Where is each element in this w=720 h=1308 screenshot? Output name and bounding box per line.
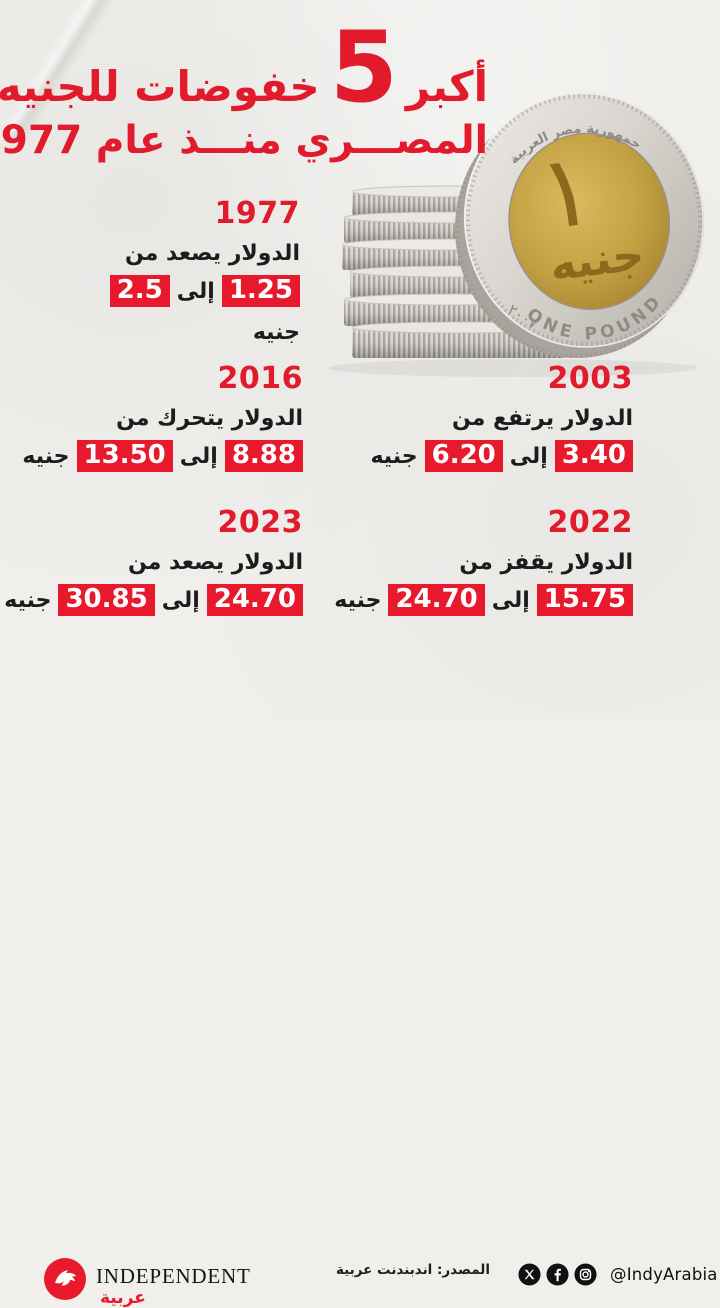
source-credit: المصدر: اندبندنت عربية bbox=[335, 1262, 491, 1278]
value-from-badge: 1.25 bbox=[221, 274, 300, 308]
event-year: 2022 bbox=[547, 505, 633, 540]
event-action: الدولار يقفز من bbox=[459, 549, 633, 575]
unit-label: جنيه bbox=[252, 320, 300, 346]
event-2023: 2023 الدولار يصعد من 24.70 إلى 30.85 جني… bbox=[4, 505, 303, 617]
event-values: 24.70 إلى 30.85 جنيه bbox=[4, 583, 303, 617]
value-from-badge: 15.75 bbox=[536, 583, 633, 617]
page-title: أكبر 5 خفوضات للجنيه المصـــري منـــذ عا… bbox=[0, 11, 488, 163]
value-to-badge: 30.85 bbox=[58, 583, 155, 617]
event-year: 1977 bbox=[214, 196, 300, 231]
to-word: إلى bbox=[176, 278, 215, 304]
brand-wordmark: INDEPENDENT bbox=[96, 1264, 251, 1288]
event-year: 2023 bbox=[217, 505, 303, 540]
unit-label: جنيه bbox=[334, 587, 382, 613]
event-action: الدولار يرتفع من bbox=[451, 405, 633, 431]
independent-logo bbox=[44, 1258, 86, 1300]
value-to-badge: 2.5 bbox=[109, 274, 170, 308]
title-line1: أكبر 5 خفوضات للجنيه bbox=[0, 11, 488, 125]
footer: INDEPENDENT عربية المصدر: اندبندنت عربية… bbox=[0, 620, 720, 1308]
title-suffix: خفوضات للجنيه bbox=[0, 62, 320, 111]
brand-arabic-wordmark: عربية bbox=[100, 1288, 146, 1308]
event-year: 2003 bbox=[547, 361, 633, 396]
to-word: إلى bbox=[509, 443, 548, 469]
instagram-icon bbox=[574, 1263, 597, 1286]
event-values: 3.40 إلى 6.20 جنيه bbox=[370, 439, 633, 473]
event-action: الدولار يتحرك من bbox=[116, 405, 303, 431]
eagle-icon bbox=[55, 1270, 77, 1286]
event-action: الدولار يصعد من bbox=[124, 240, 300, 266]
unit-label: جنيه bbox=[370, 443, 418, 469]
value-from-badge: 3.40 bbox=[554, 439, 633, 473]
value-from-badge: 8.88 bbox=[224, 439, 303, 473]
value-to-badge: 13.50 bbox=[76, 439, 173, 473]
one-pound-coin: جمهورية مصر العربية ONE POUND ١ جنيه ٢٠٠… bbox=[455, 92, 705, 359]
to-word: إلى bbox=[161, 587, 200, 613]
event-values: 15.75 إلى 24.70 جنيه bbox=[334, 583, 633, 617]
title-line2: المصـــري منـــذ عام 1977 bbox=[0, 118, 488, 163]
unit-label: جنيه bbox=[22, 443, 70, 469]
title-big-number: 5 bbox=[329, 11, 398, 125]
coin-shadow bbox=[328, 359, 698, 377]
to-word: إلى bbox=[491, 587, 530, 613]
value-to-badge: 24.70 bbox=[388, 583, 485, 617]
value-to-badge: 6.20 bbox=[424, 439, 503, 473]
event-1977: 1977 الدولار يصعد من 1.25 إلى 2.5 جنيه bbox=[56, 196, 300, 346]
title-prefix: أكبر bbox=[405, 62, 488, 111]
event-values: 1.25 إلى 2.5 جنيه bbox=[56, 274, 300, 346]
unit-label: جنيه bbox=[4, 587, 52, 613]
event-2003: 2003 الدولار يرتفع من 3.40 إلى 6.20 جنيه bbox=[370, 361, 633, 473]
x-icon bbox=[518, 1263, 541, 1286]
event-year: 2016 bbox=[217, 361, 303, 396]
coin-stack-illustration: جمهورية مصر العربية ONE POUND ١ جنيه ٢٠٠… bbox=[328, 92, 705, 377]
to-word: إلى bbox=[179, 443, 218, 469]
social-bar: @IndyArabia bbox=[518, 1263, 718, 1286]
social-handle: @IndyArabia bbox=[610, 1265, 718, 1284]
facebook-icon bbox=[546, 1263, 569, 1286]
value-from-badge: 24.70 bbox=[206, 583, 303, 617]
event-values: 8.88 إلى 13.50 جنيه bbox=[22, 439, 303, 473]
event-action: الدولار يصعد من bbox=[127, 549, 303, 575]
event-2022: 2022 الدولار يقفز من 15.75 إلى 24.70 جني… bbox=[334, 505, 633, 617]
event-2016: 2016 الدولار يتحرك من 8.88 إلى 13.50 جني… bbox=[22, 361, 303, 473]
coin-denomination-ar: جنيه bbox=[547, 229, 647, 291]
